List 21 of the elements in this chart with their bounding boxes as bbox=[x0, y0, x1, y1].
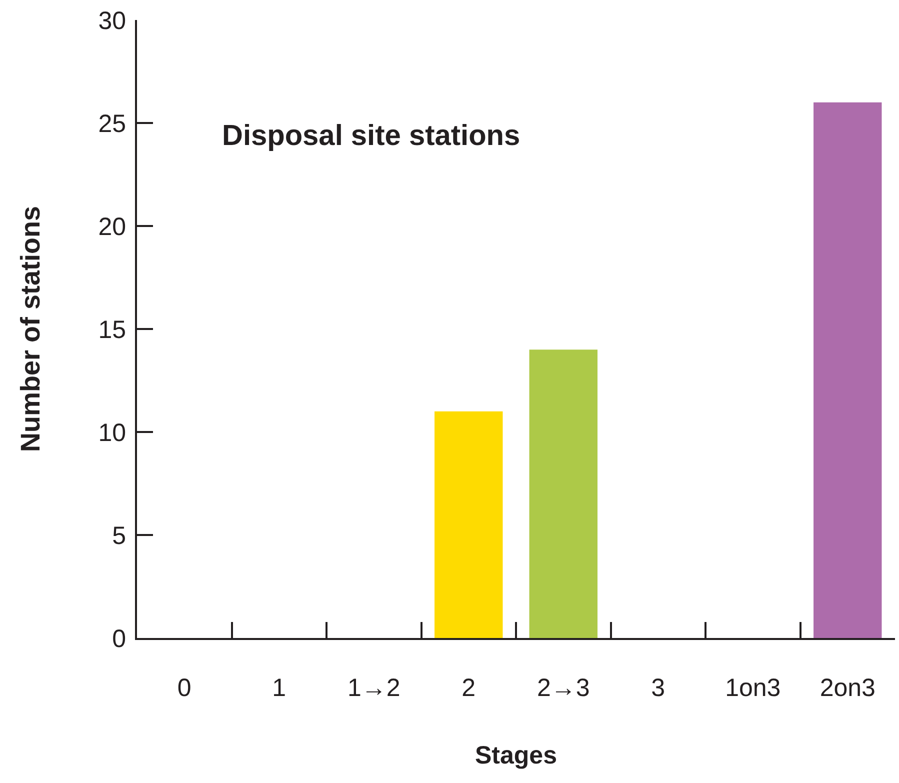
x-tick-label: 0 bbox=[177, 674, 192, 702]
x-tick-label: 2 bbox=[462, 674, 476, 702]
y-tick-label: 30 bbox=[98, 6, 126, 35]
y-tick-label: 15 bbox=[98, 316, 126, 344]
y-tick-label: 20 bbox=[98, 212, 126, 241]
x-tick-label: 3 bbox=[651, 674, 666, 702]
y-tick-label: 10 bbox=[98, 418, 126, 447]
y-tick-label: 25 bbox=[98, 110, 126, 138]
y-tick-label: 0 bbox=[112, 624, 126, 653]
x-tick-label: 1on3 bbox=[725, 674, 781, 702]
text: Disposal site stations bbox=[222, 120, 520, 152]
bar bbox=[814, 102, 882, 638]
x-tick-label: 2on3 bbox=[820, 674, 876, 702]
y-axis-title: Number of stations bbox=[16, 206, 46, 452]
x-tick-label: 2→3 bbox=[536, 674, 590, 702]
x-axis-title: Stages bbox=[475, 742, 557, 770]
bar bbox=[434, 411, 503, 638]
x-tick-label: 1 bbox=[272, 674, 286, 702]
x-tick-label: 1→2 bbox=[347, 674, 400, 702]
bar bbox=[529, 350, 598, 638]
y-tick-label: 5 bbox=[112, 522, 126, 550]
